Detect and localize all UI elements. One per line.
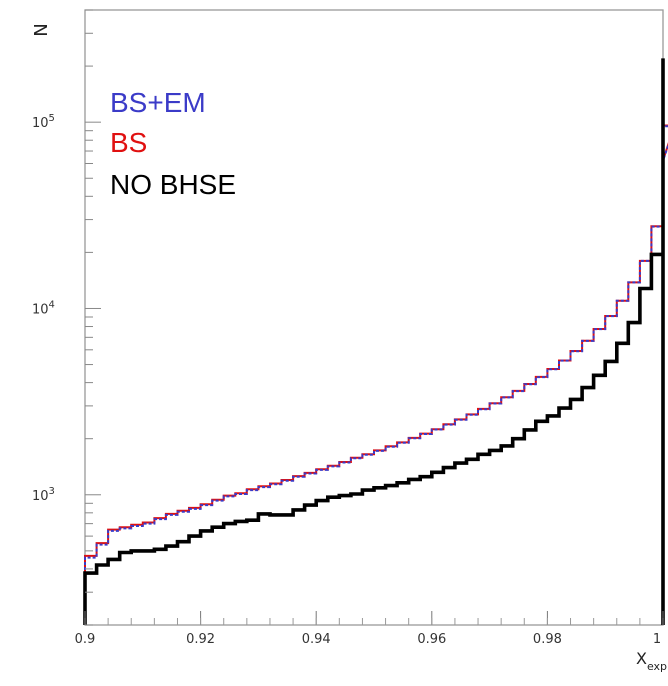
x-axis-label-main: X	[636, 649, 647, 668]
x-tick-label: 0.92	[186, 632, 215, 647]
legend-entry-bs: BS	[110, 127, 147, 158]
x-tick-label: 0.9	[75, 632, 96, 647]
x-tick-label: 0.94	[302, 632, 331, 647]
x-tick-label: 0.96	[417, 632, 446, 647]
legend-entry-bs-em: BS+EM	[110, 87, 206, 118]
y-axis-label: N	[29, 23, 50, 36]
y-tick-label: 105	[32, 113, 55, 131]
y-axis: 103 104 105	[32, 9, 101, 626]
series-layer	[83, 58, 668, 625]
y-tick-label: 104	[32, 299, 55, 317]
legend-entry-no-bhse: NO BHSE	[110, 169, 236, 200]
x-tick-label: 0.98	[533, 632, 562, 647]
y-tick-label: 103	[32, 486, 55, 504]
series-bs	[84, 124, 668, 625]
series-no-bhse	[83, 58, 665, 625]
legend: BS+EM BS NO BHSE	[110, 87, 236, 200]
x-axis: 0.9 0.92 0.94 0.96 0.98 1	[75, 611, 664, 647]
x-tick-label: 1	[653, 632, 661, 647]
x-axis-label: Xexp	[636, 649, 667, 673]
x-axis-label-sub: exp	[647, 660, 667, 673]
series-bs-em	[84, 125, 668, 625]
